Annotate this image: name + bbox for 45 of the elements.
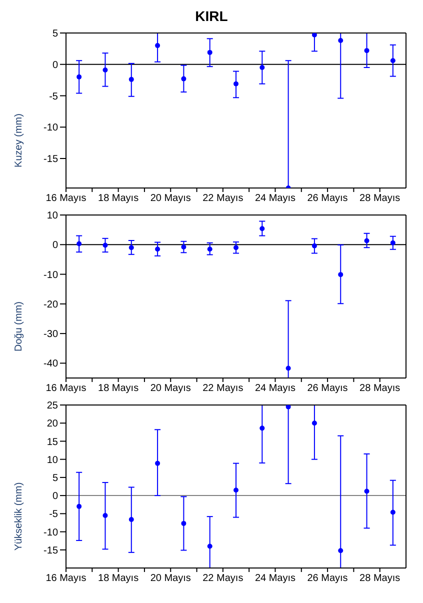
y-tick-label: -5	[49, 91, 58, 102]
x-tick-label: 28 Mayıs	[360, 383, 400, 394]
x-tick-label: 26 Mayıs	[307, 193, 348, 204]
x-tick-label: 20 Mayıs	[150, 573, 191, 584]
x-tick-label: 18 Mayıs	[98, 193, 139, 204]
y-axis-title: Kuzey (mm)	[14, 114, 25, 168]
y-tick-label: -10	[44, 270, 58, 281]
x-tick-label: 22 Mayıs	[202, 573, 244, 584]
x-tick-label: 20 Mayıs	[150, 383, 191, 394]
y-tick-label: -40	[44, 358, 58, 370]
y-tick-label: -5	[49, 509, 58, 520]
chart-title: KIRL	[194, 8, 229, 26]
y-tick-label: -15	[44, 154, 58, 166]
x-tick-label: 26 Mayıs	[307, 383, 348, 394]
x-tick-label: 16 Mayıs	[46, 383, 86, 394]
y-tick-label: 15	[46, 436, 58, 448]
x-tick-label: 24 Mayıs	[254, 193, 296, 204]
y-tick-label: 5	[52, 28, 58, 40]
x-tick-label: 22 Mayıs	[202, 383, 244, 394]
x-tick-label: 26 Mayıs	[307, 573, 348, 584]
x-tick-label: 24 Mayıs	[254, 383, 296, 394]
y-tick-label: 10	[46, 454, 58, 466]
y-axis-title: Yükseklik (mm)	[14, 482, 25, 551]
y-tick-label: -15	[44, 545, 58, 556]
x-tick-label: 18 Mayıs	[98, 573, 139, 584]
y-tick-label: 10	[46, 210, 58, 222]
y-tick-label: 25	[46, 400, 58, 412]
x-tick-label: 28 Mayıs	[360, 193, 400, 204]
x-tick-label: 16 Mayıs	[46, 573, 86, 584]
y-tick-label: 0	[52, 491, 58, 502]
x-tick-label: 16 Mayıs	[46, 193, 86, 204]
y-tick-label: 5	[52, 472, 58, 484]
x-tick-label: 24 Mayıs	[254, 573, 296, 584]
x-tick-label: 20 Mayıs	[150, 193, 191, 204]
y-tick-label: -30	[44, 329, 58, 340]
y-tick-label: 0	[52, 240, 58, 252]
y-tick-label: -10	[44, 527, 58, 538]
y-tick-label: 0	[52, 60, 58, 71]
x-tick-label: 22 Mayıs	[202, 193, 244, 204]
y-tick-label: -10	[44, 122, 58, 134]
y-axis-title: Doğu (mm)	[14, 301, 25, 352]
y-tick-label: 20	[46, 418, 58, 430]
x-tick-label: 28 Mayıs	[360, 573, 400, 584]
x-tick-label: 18 Mayıs	[98, 383, 139, 394]
y-tick-label: -20	[44, 299, 58, 310]
